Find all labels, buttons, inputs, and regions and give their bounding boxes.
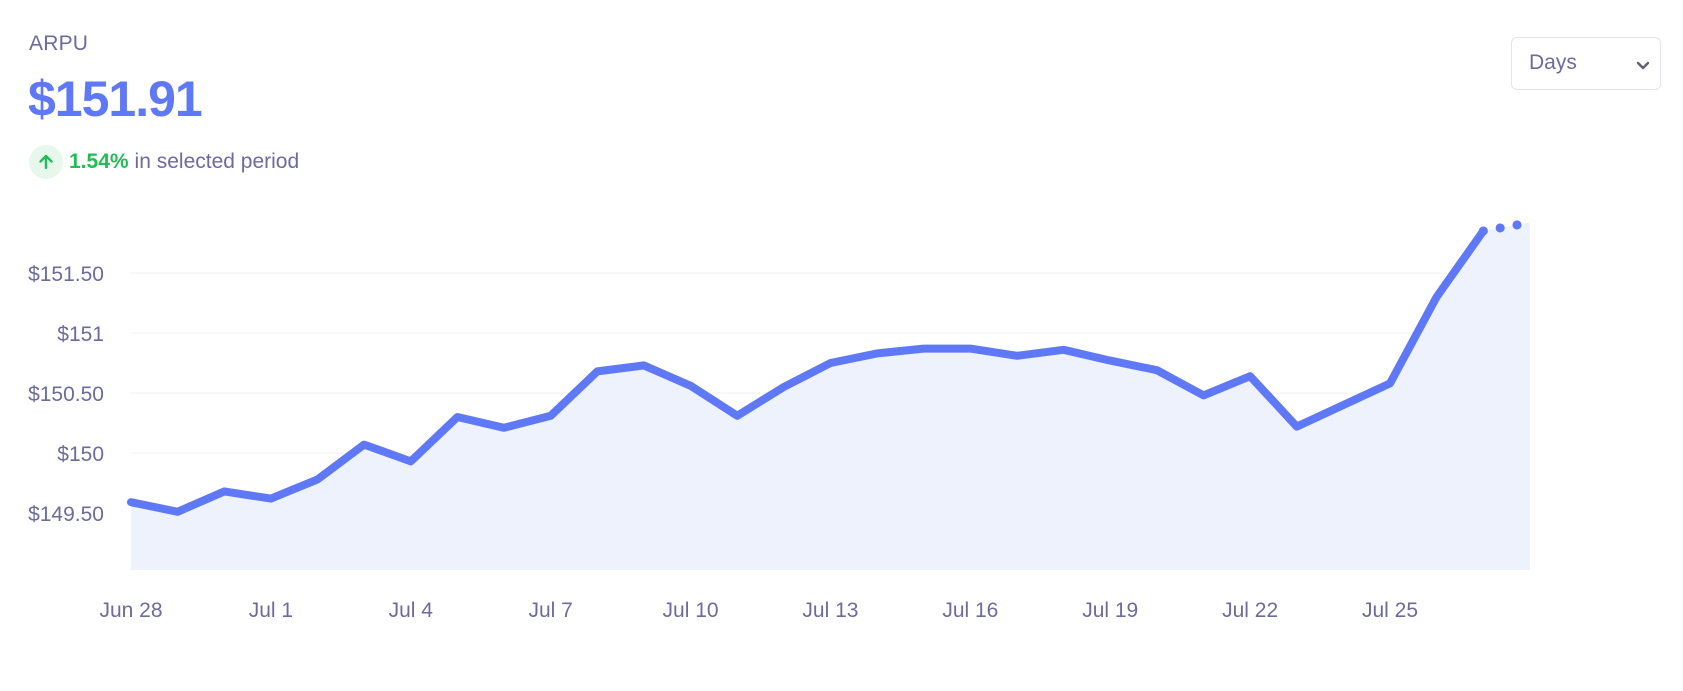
period-select[interactable]: Days [1511, 37, 1661, 90]
x-axis: Jun 28 Jul 1 Jul 4 Jul 7 Jul 10 Jul 13 Jul 16 J… [99, 599, 1418, 622]
chevron-down-icon [1636, 58, 1650, 76]
x-tick-label: Jul 13 [802, 599, 858, 622]
metric-value: $151.91 [28, 71, 203, 127]
x-tick-label: Jul 4 [389, 599, 434, 622]
change-caption: in selected period [134, 150, 300, 173]
change-summary: 1.54% in selected period [29, 145, 299, 179]
period-select-value: Days [1529, 51, 1577, 74]
metric-label: ARPU [29, 32, 89, 55]
x-tick-label: Jul 7 [528, 599, 572, 622]
arrow-up-icon [29, 145, 63, 179]
x-tick-label: Jul 10 [663, 599, 719, 622]
area-fill [131, 222, 1530, 570]
data-line [127, 227, 1488, 516]
x-tick-label: Jul 22 [1222, 599, 1278, 622]
y-axis: $149.50 $150 $150.50 $151 $151.50 [28, 263, 104, 526]
y-tick-label: $149.50 [28, 503, 104, 526]
y-tick-label: $151 [57, 323, 104, 346]
x-tick-label: Jul 1 [249, 599, 293, 622]
x-tick-label: Jun 28 [99, 599, 162, 622]
x-tick-label: Jul 16 [942, 599, 998, 622]
y-tick-label: $151.50 [28, 263, 104, 286]
y-tick-label: $150.50 [28, 383, 104, 406]
change-percent: 1.54% [69, 150, 129, 173]
y-tick-label: $150 [57, 443, 104, 466]
x-tick-label: Jul 25 [1362, 599, 1418, 622]
x-tick-label: Jul 19 [1082, 599, 1138, 622]
